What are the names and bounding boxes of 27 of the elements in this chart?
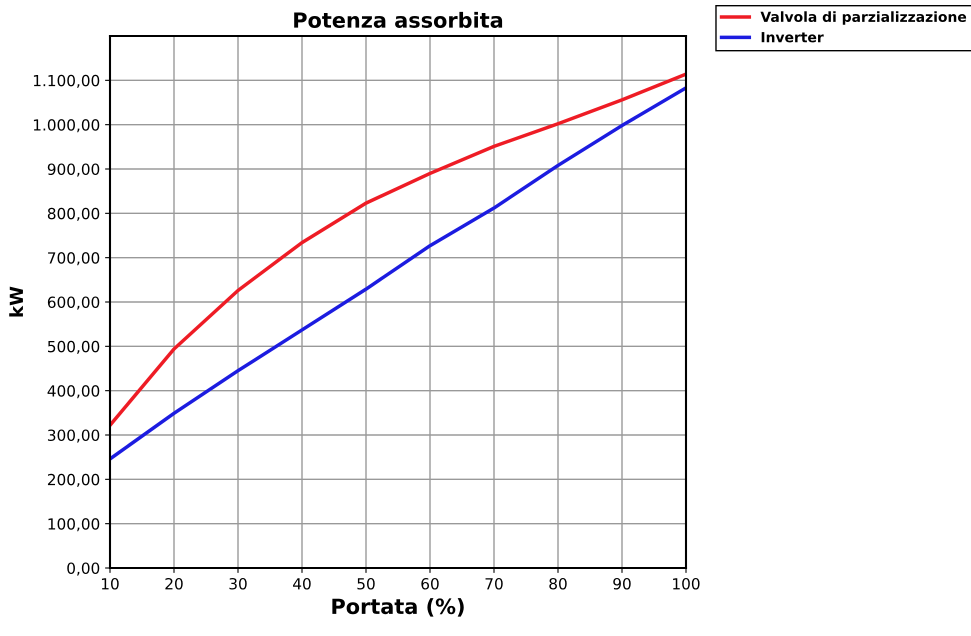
y-tick-label: 400,00 [48,385,100,398]
x-tick-label: 50 [357,578,375,590]
x-tick-label: 40 [293,578,311,590]
x-tick-label: 10 [102,578,119,590]
chart-title: Potenza assorbita [294,12,502,28]
x-tick-label: 80 [549,578,567,590]
y-tick-label: 300,00 [48,429,100,443]
legend-label: Valvola di parzializzazione [760,11,966,25]
y-tick-label: 700,00 [48,252,100,266]
y-tick-label: 500,00 [48,340,100,354]
y-tick-label: 800,00 [48,208,100,221]
y-axis-title: kW [9,286,23,316]
y-tick-label: 100,00 [48,518,100,532]
x-tick-label: 90 [613,578,631,590]
x-tick-label: 60 [421,578,439,590]
y-tick-label: 0,00 [67,562,100,576]
y-tick-label: 200,00 [48,474,100,487]
x-axis-title: Portata (%) [332,598,464,617]
y-tick-label: 600,00 [48,296,100,310]
x-tick-label: 100 [673,578,700,590]
legend-label: Inverter [762,32,824,42]
y-tick-label: 1.000,00 [34,119,100,132]
x-tick-label: 20 [165,578,183,590]
y-tick-label: 900,00 [48,163,100,177]
y-tick-label: 1.100,00 [34,74,100,88]
x-tick-label: 70 [486,578,503,590]
x-tick-label: 30 [229,578,247,590]
